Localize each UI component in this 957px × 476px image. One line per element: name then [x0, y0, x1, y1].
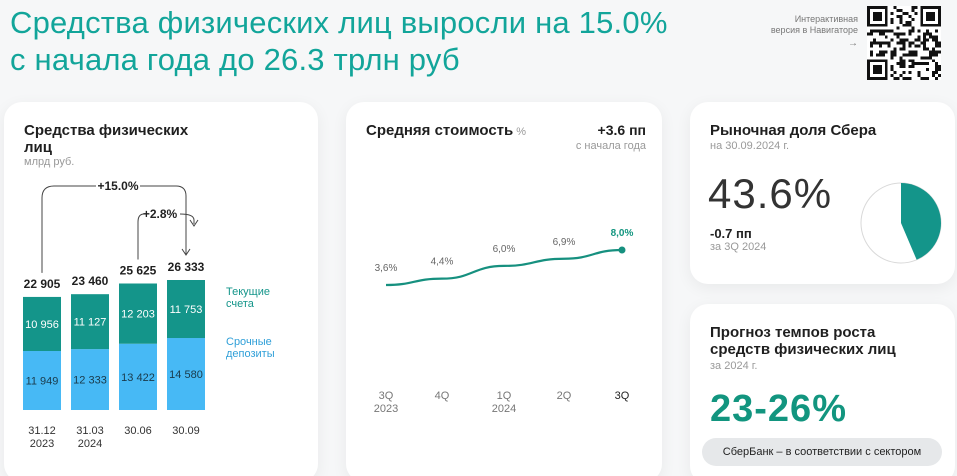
x-tick-label: 1Q: [497, 390, 512, 402]
x-tick-label-year: 2023: [374, 403, 398, 415]
bar-total-label: 22 905: [24, 277, 61, 291]
deposits-chart: +15.0% +2.8% 11 949 10 956 22 905 31.122023…: [23, 179, 275, 450]
market-share-date: на 30.09.2024 г.: [710, 140, 790, 152]
market-share-card: Рыночная доля Сбера на 30.09.2024 г. 43.…: [690, 102, 955, 284]
legend-current-accounts-line-1: Текущие: [226, 286, 270, 298]
growth-ytd-bracket-end: [140, 185, 187, 254]
deposits-title: Средства физических лиц: [24, 122, 189, 156]
x-tick-label-year: 2024: [78, 438, 102, 450]
x-tick-label: 31.03: [76, 425, 104, 437]
growth-qoq-bracket: [137, 213, 145, 260]
headline-line-1: Средства физических лиц выросли на 15.0%: [10, 5, 668, 40]
bar-label-current: 12 203: [121, 309, 155, 321]
headline-line-2: с начала года до 26.3 трлн руб: [10, 42, 460, 77]
bar-label-current: 11 753: [170, 304, 203, 316]
data-label: 4,4%: [431, 257, 454, 268]
arrow-down-icon: [181, 248, 191, 256]
market-share-title: Рыночная доля Сбера: [710, 122, 877, 139]
market-share-value: 43.6%: [708, 170, 833, 217]
x-tick-label: 3Q: [379, 390, 394, 402]
navigator-link-line-2: версия в Навигаторе: [770, 25, 858, 35]
bar-label-current: 10 956: [25, 319, 59, 331]
forecast-period: за 2024 г.: [710, 360, 758, 372]
arrow-right-icon: →: [848, 38, 858, 49]
avg-cost-unit: %: [516, 126, 527, 138]
avg-cost-delta: +3.6 пп: [597, 122, 646, 138]
legend-term-deposits-line-2: депозиты: [226, 348, 275, 360]
bar-label-current: 11 127: [74, 317, 107, 329]
bar-term-deposits: [71, 349, 109, 410]
forecast-badge: СберБанк – в соответствии с сектором: [702, 438, 942, 466]
forecast-card: Прогноз темпов роста средств физических …: [690, 304, 955, 476]
legend-term-deposits-line-1: Срочные: [226, 336, 272, 348]
avg-cost-delta-sub: с начала года: [575, 140, 646, 152]
x-tick-label: 31.12: [28, 425, 56, 437]
forecast-value: 23-26%: [710, 388, 847, 430]
bar-current-accounts: [71, 294, 109, 350]
navigator-link-line-1: Интерактивная: [794, 14, 858, 24]
bar-total-label: 26 333: [168, 260, 205, 274]
legend-current-accounts-line-2: счета: [226, 298, 255, 310]
bar-label-term: 14 580: [169, 369, 203, 381]
arrow-down-icon: [189, 219, 199, 227]
growth-qoq-label: +2.8%: [143, 207, 178, 221]
market-share-delta: -0.7 пп: [710, 226, 752, 241]
bar-current-accounts: [119, 283, 157, 344]
x-tick-label-year: 2024: [492, 403, 516, 415]
avg-cost-title-text: Средняя стоимость: [366, 122, 514, 139]
forecast-title: Прогноз темпов роста средств физических …: [710, 324, 896, 358]
data-label: 6,9%: [553, 237, 576, 248]
market-share-delta-sub: за 3Q 2024: [710, 241, 767, 253]
bar-current-accounts: [167, 280, 205, 339]
x-tick-label: 30.06: [124, 425, 152, 437]
x-tick-label-year: 2023: [30, 438, 54, 450]
data-label: 8,0%: [611, 228, 634, 239]
bar-total-label: 23 460: [72, 274, 109, 288]
data-label: 3,6%: [375, 263, 398, 274]
x-tick-label: 3Q: [615, 390, 630, 402]
growth-ytd-label: +15.0%: [97, 179, 138, 193]
navigator-link[interactable]: Интерактивная версия в Навигаторе →: [740, 14, 858, 49]
data-label: 6,0%: [493, 244, 516, 255]
cost-line: [385, 248, 623, 287]
headline: Средства физических лиц выросли на 15.0%…: [10, 4, 668, 78]
bar-label-term: 13 422: [121, 372, 155, 384]
qr-code-icon[interactable]: [867, 6, 941, 80]
growth-qoq-bracket-end: [179, 213, 195, 224]
bar-term-deposits: [167, 338, 205, 410]
x-tick-label: 4Q: [435, 390, 450, 402]
bar-total-label: 25 625: [120, 263, 157, 277]
bar-term-deposits: [23, 351, 61, 410]
bar-current-accounts: [23, 296, 61, 352]
pie-sber-slice: [901, 183, 941, 260]
avg-cost-title: Средняя стоимость%: [366, 122, 526, 141]
growth-ytd-bracket: [41, 185, 96, 273]
bar-label-term: 11 949: [26, 376, 59, 388]
x-tick-label: 30.09: [172, 425, 200, 437]
bar-label-term: 12 333: [73, 375, 107, 387]
market-share-pie: [860, 182, 942, 264]
deposits-unit: млрд руб.: [24, 156, 75, 168]
bar-term-deposits: [119, 343, 157, 410]
x-tick-label: 2Q: [557, 390, 572, 402]
last-point-marker: [618, 246, 626, 254]
avg-cost-card: Средняя стоимость% +3.6 пп с начала года…: [346, 102, 662, 476]
deposits-card: Средства физических лиц млрд руб. +15.0%…: [4, 102, 318, 476]
